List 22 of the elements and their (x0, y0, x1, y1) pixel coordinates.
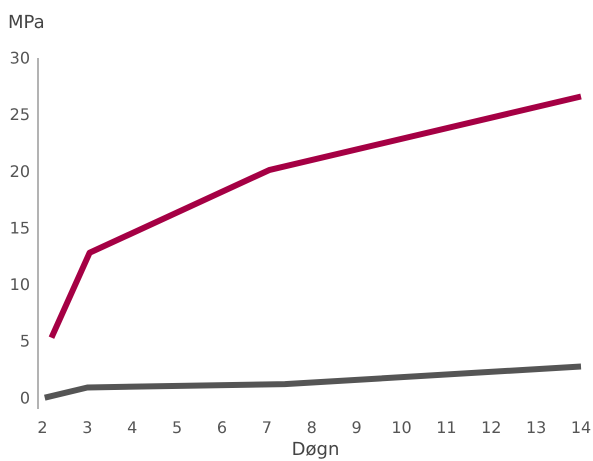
y-tick-label: 30 (10, 48, 30, 68)
y-axis-title: MPa (8, 12, 45, 33)
x-tick-label: 6 (216, 418, 228, 437)
y-tick-label: 20 (10, 162, 30, 181)
x-tick-label: 4 (127, 418, 138, 437)
x-tick-label: 5 (172, 418, 182, 437)
x-tick-label: 3 (82, 418, 92, 437)
y-tick-label: 5 (20, 332, 30, 351)
y-tick-label: 10 (10, 275, 30, 294)
x-tick-label: 2 (37, 418, 48, 437)
x-axis-title: Døgn (292, 439, 340, 460)
x-tick-label: 12 (481, 418, 502, 437)
x-tick-label: 13 (526, 418, 546, 437)
x-tick-label: 8 (306, 418, 317, 437)
y-tick-label: 0 (20, 388, 30, 408)
x-tick-label: 9 (352, 418, 362, 437)
x-tick-label: 14 (570, 418, 592, 437)
y-tick-label: 25 (10, 105, 30, 124)
x-tick-label: 11 (436, 418, 457, 437)
x-tick-label: 7 (262, 418, 272, 437)
x-tick-label: 10 (391, 418, 412, 437)
y-tick-label: 15 (10, 218, 30, 238)
